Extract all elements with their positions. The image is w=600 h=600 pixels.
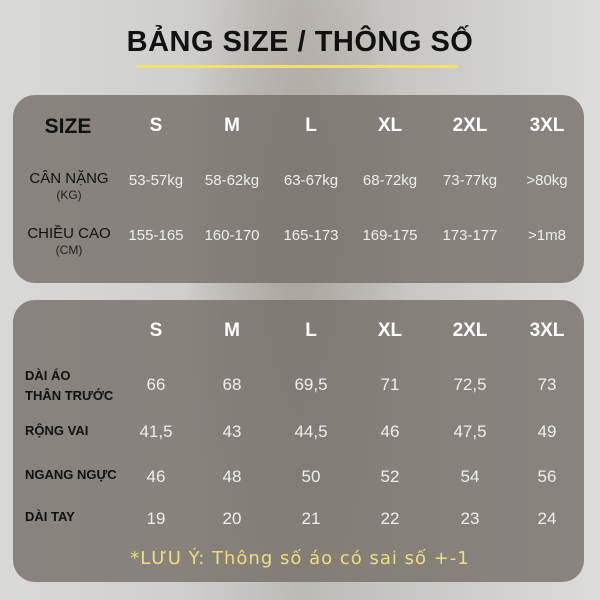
size-header-3xl: 3XL [529, 115, 565, 136]
table-cell: 54 [460, 467, 480, 486]
table-cell: 68 [222, 375, 242, 394]
table-cell: >80kg [526, 172, 568, 189]
row-label: NGANG NGỰC [25, 467, 117, 482]
table-cell: 46 [380, 422, 400, 441]
size-header: SIZE [44, 115, 92, 138]
table-cell: 53-57kg [128, 172, 184, 189]
size-weight-height-table: SIZE S M L XL 2XL 3XL CÂN NẶNG (KG) 53-57kg 58-62… [13, 95, 584, 283]
size-header-m: M [224, 115, 240, 136]
table-cell: 69,5 [294, 375, 328, 394]
table-cell: 49 [537, 422, 557, 441]
table-cell: 43 [222, 422, 242, 441]
table-cell: >1m8 [528, 227, 566, 244]
table-cell: 48 [222, 467, 242, 486]
table-cell: 173-177 [442, 227, 498, 244]
table-cell: 73 [537, 375, 557, 394]
table-cell: 66 [146, 375, 166, 394]
size-header-xl: XL [377, 115, 403, 136]
measurements-table: S M L XL 2XL 3XL DÀI ÁO THÂN TRƯỚC 66 68 69,5 71 72… [13, 300, 584, 582]
size-header-xl: XL [377, 320, 403, 341]
table-cell: 58-62kg [204, 172, 260, 189]
table-cell: 22 [380, 509, 400, 528]
table-cell: 52 [380, 467, 400, 486]
table-cell: 24 [537, 509, 557, 528]
table-cell: 73-77kg [442, 172, 498, 189]
table-cell: 155-165 [128, 227, 184, 244]
table-cell: 19 [146, 509, 166, 528]
row-label: CHIỀU CAO [27, 225, 111, 242]
row-unit: (CM) [55, 243, 83, 257]
table-cell: 21 [301, 509, 321, 528]
table-cell: 20 [222, 509, 242, 528]
table-cell: 68-72kg [362, 172, 418, 189]
size-header-s: S [149, 115, 163, 136]
table-cell: 23 [460, 509, 480, 528]
row-label: DÀI TAY [25, 509, 75, 524]
table-cell: 160-170 [204, 227, 260, 244]
size-header-l: L [305, 115, 317, 136]
table-cell: 41,5 [139, 422, 173, 441]
size-header-s: S [149, 320, 163, 341]
size-header-l: L [305, 320, 317, 341]
row-label: CÂN NẶNG [29, 170, 109, 187]
row-label: DÀI ÁO THÂN TRƯỚC [25, 368, 114, 403]
title-underline [137, 65, 458, 68]
page-title: BẢNG SIZE / THÔNG SỐ [126, 26, 474, 58]
row-unit: (KG) [56, 188, 82, 202]
size-header-3xl: 3XL [529, 320, 565, 341]
table-cell: 46 [146, 467, 166, 486]
table-cell: 44,5 [294, 422, 328, 441]
table-cell: 47,5 [453, 422, 487, 441]
tolerance-note: *LƯU Ý: Thông số áo có sai số +-1 [130, 548, 470, 569]
table-cell: 71 [380, 375, 400, 394]
size-header-2xl: 2XL [452, 320, 488, 341]
table-cell: 50 [301, 467, 321, 486]
table-cell: 56 [537, 467, 557, 486]
size-header-m: M [224, 320, 240, 341]
row-label: RỘNG VAI [25, 423, 89, 438]
table-cell: 72,5 [453, 375, 487, 394]
table-cell: 63-67kg [283, 172, 339, 189]
size-header-2xl: 2XL [452, 115, 488, 136]
table-cell: 169-175 [362, 227, 418, 244]
table-cell: 165-173 [283, 227, 339, 244]
